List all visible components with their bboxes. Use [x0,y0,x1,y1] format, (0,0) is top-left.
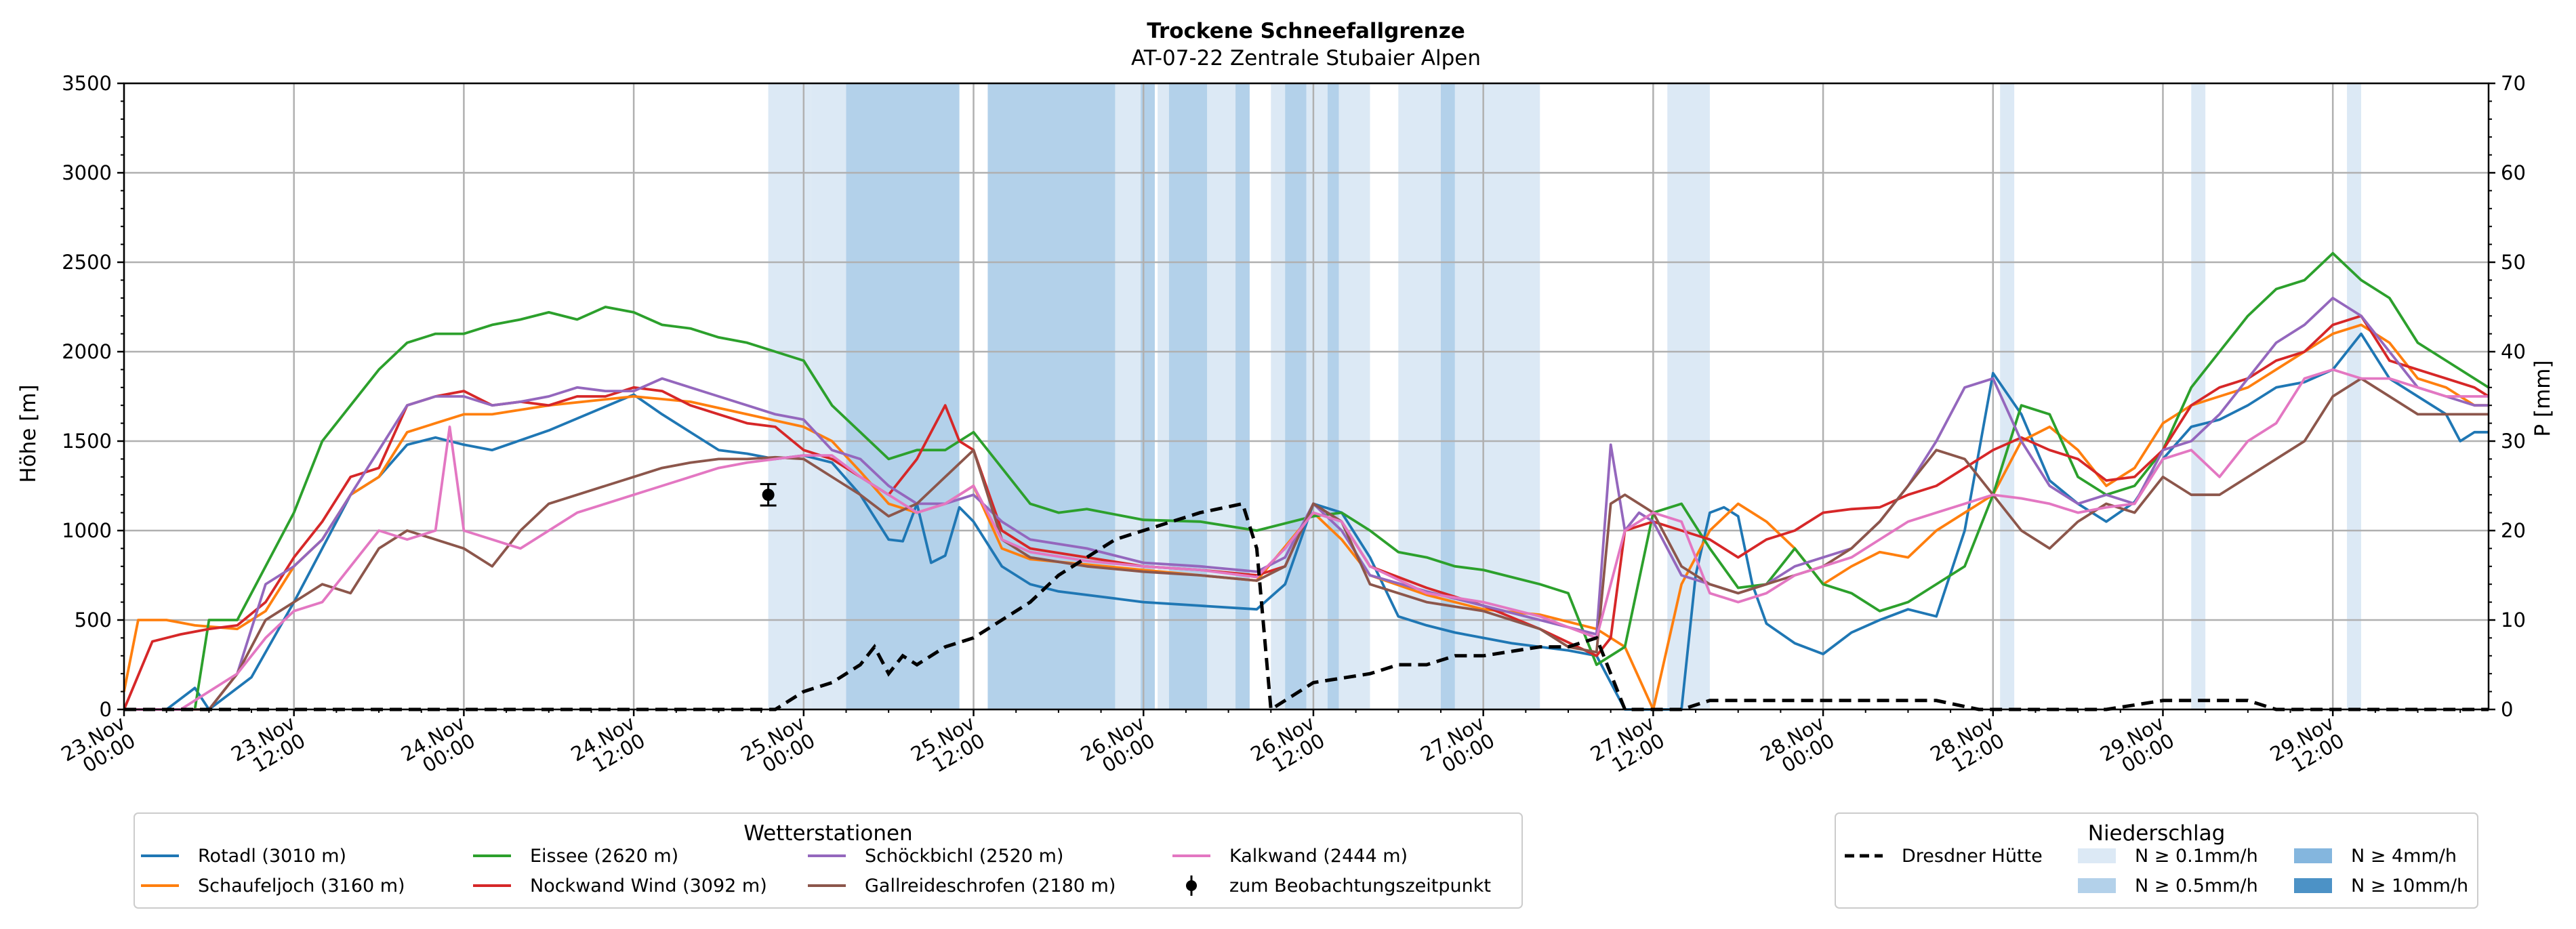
y-tick-label: 500 [75,608,112,632]
precip-band [1667,83,1710,709]
precip-band [1115,83,1141,709]
y-tick-label: 1000 [62,519,112,542]
legend-band-swatch [2078,848,2116,863]
legend-item-label: Dresdner Hütte [1902,846,2043,867]
series-line [124,368,2489,711]
legend-item-label: N ≥ 0.5mm/h [2135,875,2258,896]
y2-tick-label: 40 [2501,340,2526,363]
legend-band-swatch [2294,848,2332,863]
plot-frame [123,82,2490,711]
y-tick-label: 1500 [62,430,112,453]
chart-title: Trockene Schneefallgrenze [1147,19,1465,43]
y2-tick-label: 50 [2501,251,2526,274]
precip-band [1327,83,1339,709]
precip-band [2191,83,2206,709]
precip-band [1398,83,1441,709]
precip-band [811,83,846,709]
precip-band [1440,83,1455,709]
legend-observation-marker [1186,880,1197,891]
precip-band [1338,83,1370,709]
precip-band [2000,83,2015,709]
legend-band-swatch [2294,878,2332,893]
chart-subtitle: AT-07-22 Zentrale Stubaier Alpen [1131,46,1481,70]
legend-precipitation: Niederschlag Dresdner Hütte N ≥ 0.1mm/h N … [1835,812,2478,909]
legend-stations-title: Wetterstationen [743,821,912,846]
y2-axis-label: P [mm] [2531,360,2555,436]
y2-tick-label: 0 [2501,698,2513,721]
precip-band [1285,83,1307,709]
legend-item-label: Eissee (2620 m) [530,846,678,867]
y2-tick-label: 70 [2501,72,2526,95]
legend-item-label: N ≥ 10mm/h [2351,875,2468,896]
y-tick-label: 2000 [62,340,112,363]
legend-item-label: Rotadl (3010 m) [198,846,346,867]
series-line [123,323,2489,711]
y-tick-label: 3500 [62,72,112,95]
legend-item-label: N ≥ 4mm/h [2351,846,2457,867]
precip-band [2347,83,2361,709]
y-tick-label: 0 [100,698,112,721]
series-line [124,251,2490,711]
observation-point [762,489,775,501]
precip-band [846,83,960,709]
legend-item-label: Kalkwand (2444 m) [1229,846,1408,867]
y2-tick-label: 20 [2501,519,2526,542]
precip-band [1168,83,1208,709]
precip-band [1271,83,1286,709]
precip-band [1158,83,1169,709]
legend-item-label: Gallreideschrofen (2180 m) [865,875,1116,896]
legend-band-swatch [2078,878,2116,893]
precip-band [987,83,1116,709]
y2-tick-label: 10 [2501,608,2526,632]
legend-item-label: Schaufeljoch (3160 m) [198,875,405,896]
series-layer [123,251,2490,713]
y-tick-label: 2500 [62,251,112,274]
y2-tick-label: 30 [2501,430,2526,453]
precip-band [1207,83,1236,709]
legend-item-label: Schöckbichl (2520 m) [865,846,1063,867]
y-tick-label: 3000 [62,161,112,184]
precip-band [1235,83,1250,709]
y-axis-label: Höhe [m] [16,384,41,482]
precip-band [1306,83,1328,709]
y2-tick-label: 60 [2501,161,2526,184]
legend-stations: Wetterstationen Rotadl (3010 m) Schaufelj… [134,812,1523,909]
legend-item-label: Nockwand Wind (3092 m) [530,875,767,896]
legend-item-label: zum Beobachtungszeitpunkt [1229,875,1491,896]
series-line [124,377,2489,711]
legend-item-label: N ≥ 0.1mm/h [2135,846,2258,867]
legend-precip-title: Niederschlag [2088,821,2226,846]
